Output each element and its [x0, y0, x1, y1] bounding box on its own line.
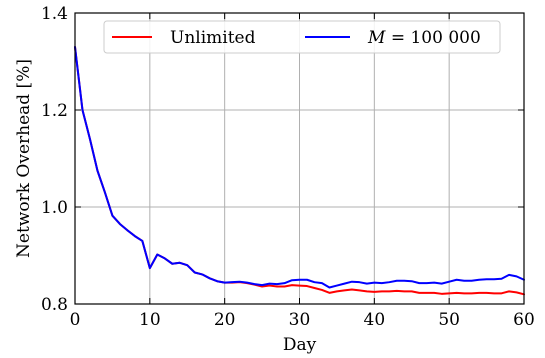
legend-box: [103, 20, 501, 54]
x-tick-label: 20: [214, 310, 236, 330]
y-tick-label: 1.2: [41, 101, 68, 121]
x-axis-label: Day: [283, 335, 317, 355]
tick-layer: 0 10 20 30 40 50 60 0.8 1.0 1.2 1.4: [41, 4, 535, 330]
x-tick-label: 40: [364, 310, 386, 330]
series-line-m: [74, 45, 525, 289]
x-tick-label: 0: [70, 310, 81, 330]
legend-label-unlimited: Unlimited: [170, 28, 256, 48]
legend-label-m: M = 100 000: [367, 28, 481, 48]
legend-label-m-value: = 100 000: [385, 28, 480, 48]
x-tick-label: 60: [513, 310, 535, 330]
y-tick-label: 1.4: [41, 4, 68, 24]
x-tick-label: 30: [289, 310, 311, 330]
x-tick-label: 50: [438, 310, 460, 330]
y-axis-label: Network Overhead [%]: [14, 59, 34, 258]
series-layer: [74, 45, 525, 296]
y-tick-label: 1.0: [41, 198, 68, 218]
legend-label-m-variable: M: [367, 28, 386, 48]
legend: Unlimited M = 100 000: [103, 20, 501, 54]
x-tick-label: 10: [139, 310, 161, 330]
y-tick-label: 0.8: [41, 295, 68, 315]
grid-layer: [74, 12, 525, 305]
